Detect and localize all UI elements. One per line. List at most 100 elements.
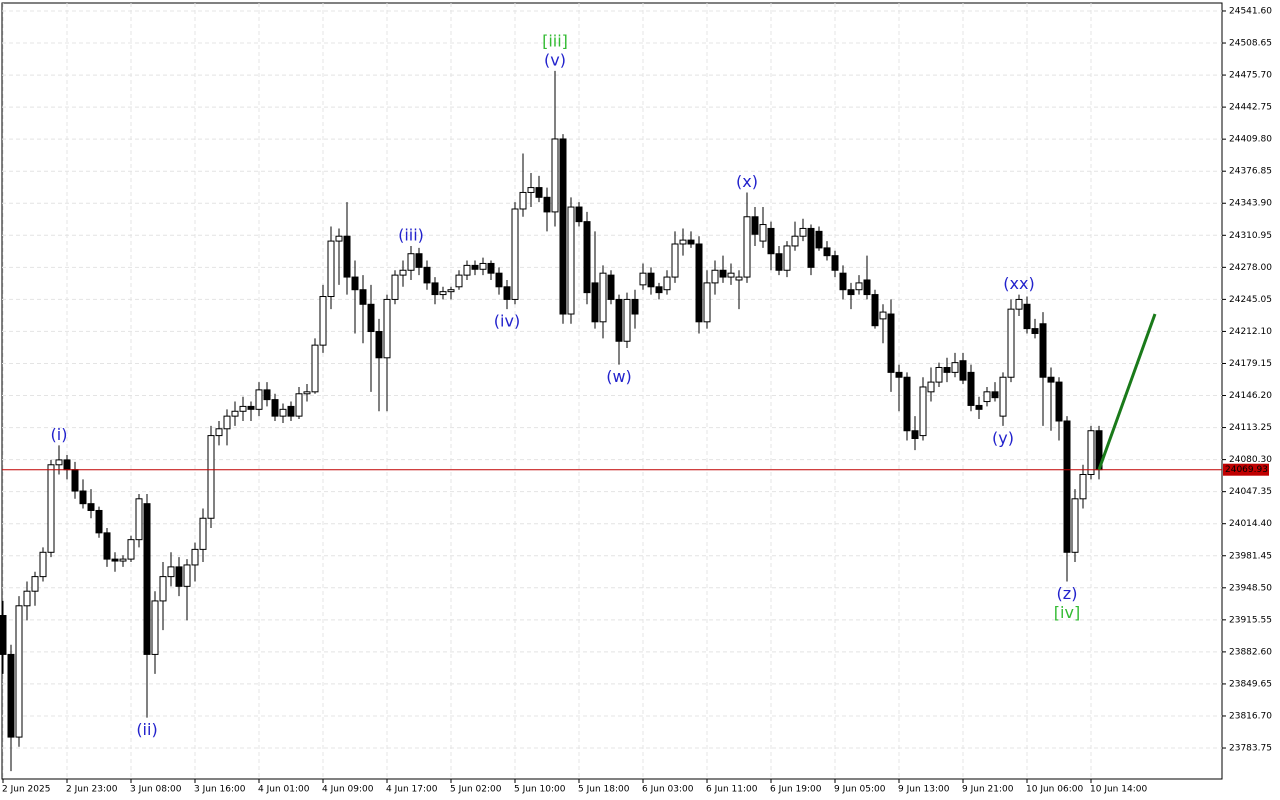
candle-body bbox=[599, 272, 607, 323]
candle-body bbox=[767, 227, 775, 255]
candle-body bbox=[263, 389, 271, 401]
candle-body bbox=[687, 239, 695, 245]
y-tick-label: 23816.70 bbox=[1229, 711, 1272, 721]
candle-body bbox=[479, 262, 487, 270]
candle-body bbox=[799, 227, 807, 237]
candle-body bbox=[951, 362, 959, 373]
candle-body bbox=[759, 224, 767, 242]
candle-body bbox=[967, 371, 975, 406]
candle-body bbox=[55, 459, 63, 466]
candle-body bbox=[1055, 381, 1063, 422]
candle-body bbox=[943, 367, 951, 373]
candle-body bbox=[983, 391, 991, 403]
candle-body bbox=[1015, 298, 1023, 310]
candle-body bbox=[503, 286, 511, 300]
x-tick-label: 5 Jun 02:00 bbox=[450, 785, 502, 795]
candle-body bbox=[127, 539, 135, 560]
candle-body bbox=[903, 376, 911, 432]
y-tick-label: 23915.55 bbox=[1229, 615, 1272, 625]
wave-label: [iv] bbox=[1054, 603, 1080, 622]
candle-body bbox=[751, 216, 759, 235]
current-price-box bbox=[1223, 463, 1269, 476]
y-tick-label: 24508.65 bbox=[1229, 39, 1272, 49]
candle-body bbox=[111, 558, 119, 562]
candle-body bbox=[1047, 376, 1055, 383]
candle-body bbox=[1087, 430, 1095, 475]
x-tick-label: 10 Jun 06:00 bbox=[1026, 785, 1083, 795]
candle-body bbox=[551, 138, 559, 213]
candle-body bbox=[847, 289, 855, 296]
candle-body bbox=[927, 381, 935, 393]
candle-body bbox=[679, 239, 687, 245]
plot-frame bbox=[1, 2, 1223, 780]
candle-body bbox=[183, 564, 191, 587]
candle-body bbox=[79, 490, 87, 505]
y-tick-label: 23981.45 bbox=[1229, 551, 1272, 561]
candle-body bbox=[7, 653, 15, 738]
candle-body bbox=[167, 566, 175, 578]
candle-body bbox=[447, 289, 455, 293]
candle-body bbox=[223, 415, 231, 430]
wave-label: [iii] bbox=[542, 31, 568, 50]
candle-body bbox=[1007, 308, 1015, 378]
candle-body bbox=[583, 221, 591, 294]
y-tick-label: 24310.95 bbox=[1229, 231, 1272, 241]
candle-body bbox=[935, 367, 943, 383]
wave-label: (xx) bbox=[1003, 274, 1034, 293]
candle-body bbox=[1031, 328, 1039, 334]
x-tick-label: 2 Jun 23:00 bbox=[66, 785, 118, 795]
candle-body bbox=[439, 291, 447, 296]
x-tick-label: 5 Jun 18:00 bbox=[578, 785, 630, 795]
y-tick-label: 24409.80 bbox=[1229, 135, 1272, 145]
x-tick-label: 4 Jun 09:00 bbox=[322, 785, 374, 795]
candle-body bbox=[359, 289, 367, 305]
candle-body bbox=[655, 286, 663, 294]
candle-body bbox=[559, 138, 567, 315]
candle-body bbox=[783, 245, 791, 271]
x-tick-label: 9 Jun 13:00 bbox=[898, 785, 950, 795]
candle-body bbox=[23, 590, 31, 607]
candle-body bbox=[343, 235, 351, 278]
candle-body bbox=[527, 187, 535, 193]
wave-label: (ii) bbox=[136, 720, 157, 739]
y-tick-label: 24475.70 bbox=[1229, 71, 1272, 81]
wave-label: (y) bbox=[992, 428, 1014, 447]
y-tick-label: 24212.10 bbox=[1229, 327, 1272, 337]
wave-label: (iv) bbox=[494, 312, 520, 331]
candle-body bbox=[727, 272, 735, 278]
candle-body bbox=[431, 282, 439, 296]
candle-body bbox=[287, 405, 295, 417]
x-tick-label: 2 Jun 2025 bbox=[2, 785, 50, 795]
candle-body bbox=[407, 253, 415, 271]
candle-body bbox=[519, 191, 527, 210]
candle-body bbox=[1039, 323, 1047, 378]
candle-body bbox=[255, 389, 263, 410]
candle-body bbox=[423, 266, 431, 284]
y-tick-label: 23849.65 bbox=[1229, 679, 1272, 689]
candle-body bbox=[215, 428, 223, 437]
candle-body bbox=[975, 404, 983, 410]
y-tick-label: 24343.90 bbox=[1229, 199, 1272, 209]
candle-body bbox=[919, 386, 927, 437]
wave-label: (w) bbox=[606, 367, 632, 386]
candle-body bbox=[415, 253, 423, 268]
candle-body bbox=[47, 464, 55, 553]
x-tick-label: 4 Jun 17:00 bbox=[386, 785, 438, 795]
y-tick-label: 24541.60 bbox=[1229, 6, 1272, 16]
candle-body bbox=[455, 274, 463, 288]
candle-body bbox=[959, 360, 967, 381]
candle-body bbox=[567, 206, 575, 315]
candle-body bbox=[839, 272, 847, 291]
candle-body bbox=[1079, 473, 1087, 500]
candle-body bbox=[1071, 498, 1079, 553]
candle-body bbox=[271, 399, 279, 417]
y-tick-label: 24278.00 bbox=[1229, 263, 1272, 273]
y-tick-label: 23882.60 bbox=[1229, 647, 1272, 657]
candle-body bbox=[39, 551, 47, 578]
candle-body bbox=[663, 276, 671, 291]
y-tick-label: 24245.05 bbox=[1229, 295, 1272, 305]
candle-body bbox=[279, 408, 287, 417]
x-tick-label: 3 Jun 08:00 bbox=[130, 785, 182, 795]
candle-body bbox=[815, 230, 823, 249]
candle-body bbox=[615, 298, 623, 342]
